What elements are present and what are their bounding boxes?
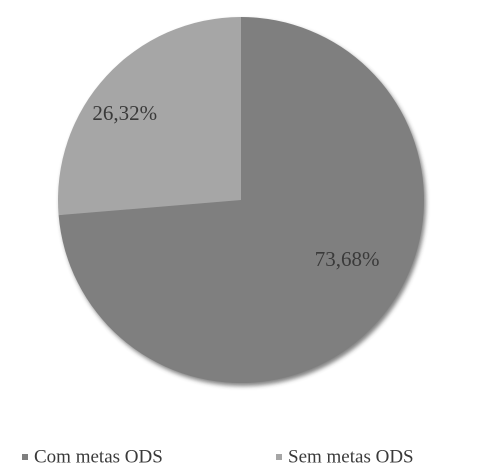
slice-label: 26,32% [92,101,157,125]
legend: Com metas ODS Sem metas ODS [22,446,414,467]
legend-marker [22,454,28,460]
legend-marker [276,454,282,460]
pie: 73,68% 26,32% [57,17,425,383]
legend-text: Com metas ODS [34,446,163,467]
legend-text: Sem metas ODS [288,446,414,467]
pie-slice [58,17,425,383]
slice-label: 73,68% [315,247,380,271]
pie-slice [57,17,241,216]
